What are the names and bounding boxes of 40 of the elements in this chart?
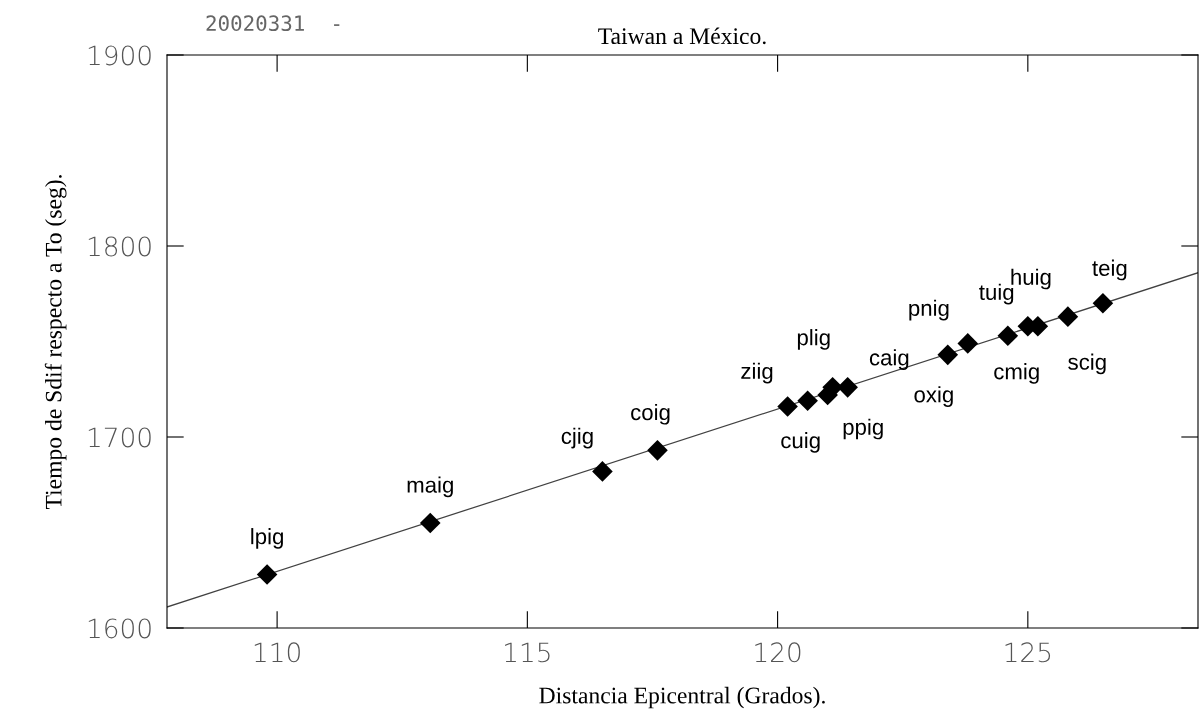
x-axis-title: Distancia Epicentral (Grados). [539,686,825,709]
point [797,390,818,412]
x-tick-label: 115 [505,642,550,663]
text: 20020331 - [206,15,340,32]
annotation: caig [869,349,909,370]
point [997,325,1019,347]
annotation: cjig [561,427,593,449]
chart-title: Taiwan a México. [598,27,766,45]
point [957,333,979,354]
annotation: coig [631,403,670,425]
point [1057,306,1079,327]
point [777,396,798,417]
y-tick-label: 1600 [88,618,151,639]
point [647,440,668,461]
y-tick-label: 1900 [88,45,151,66]
annotation: maig [407,476,453,498]
y-axis-title: Tiempo de Sdif respecto a To (seg). [44,175,67,510]
point [1092,293,1114,314]
point [837,377,858,398]
annotation: plig [797,329,830,350]
annotation: ppig [843,418,883,440]
annotation: teig [1092,259,1127,281]
y-tick-label: 1800 [88,236,151,257]
point [256,564,278,585]
y-tick-label: 1700 [88,427,151,448]
annotation: tuig [979,283,1014,305]
point [592,461,613,482]
point [937,344,959,366]
annotation: pnig [909,299,949,321]
annotation: cuig [781,432,820,453]
annotation: ziig [741,362,773,384]
annotation: huig [1011,268,1051,290]
x-tick-label: 110 [254,642,300,663]
annotation: cmig [994,363,1039,384]
point [419,512,441,534]
annotation: lpig [251,528,283,549]
annotation: oxig [914,386,953,407]
x-tick-label: 120 [755,642,801,663]
annotation: scig [1068,353,1106,375]
x-tick-label: 125 [1005,642,1051,663]
